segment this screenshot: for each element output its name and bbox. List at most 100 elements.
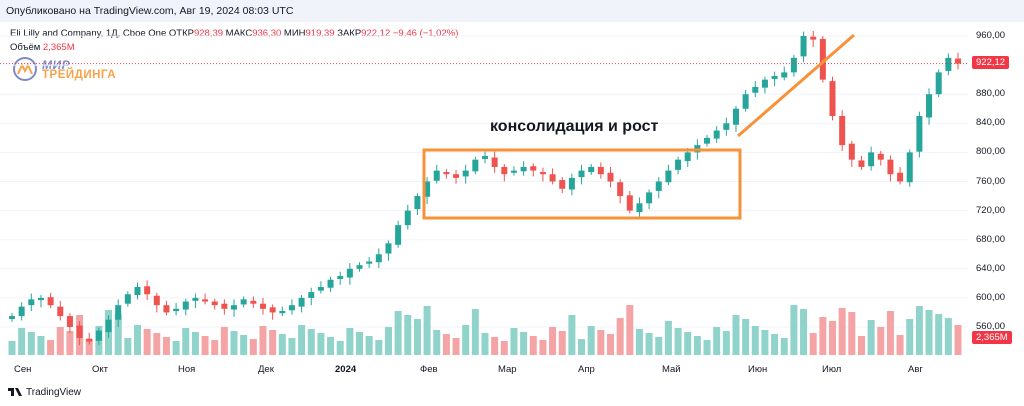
volume-bar [298, 325, 306, 355]
volume-bar [346, 328, 354, 355]
candle-body [57, 306, 64, 317]
volume-bar [645, 333, 653, 355]
candle-body [288, 305, 295, 311]
volume-bar [520, 332, 528, 355]
x-tick-label: Ноя [178, 364, 196, 375]
candle-body [559, 180, 566, 189]
volume-bar [771, 334, 779, 355]
candle-body [221, 303, 228, 309]
volume-bar [703, 340, 711, 355]
volume-bar [684, 332, 692, 355]
volume-bar [848, 312, 856, 355]
candle-body [472, 159, 479, 172]
brand-logo-icon [13, 57, 37, 81]
candle-body [366, 261, 373, 264]
volume-bar [829, 321, 837, 355]
volume-bar [510, 328, 518, 355]
volume-bar [47, 340, 55, 355]
volume-bar [568, 315, 576, 355]
candle-body [18, 306, 25, 317]
candle-body [848, 143, 855, 160]
candle-body [424, 181, 431, 197]
candle-body [491, 157, 498, 167]
volume-bar [664, 321, 672, 355]
price-chart[interactable] [0, 22, 968, 362]
candle-body [829, 81, 836, 117]
volume-bar [182, 328, 190, 355]
candle-body [231, 305, 238, 310]
candle-body [588, 166, 595, 173]
volume-bar [259, 326, 267, 355]
volume-bar [606, 334, 614, 355]
volume-bar [220, 327, 228, 355]
volume-bar [66, 331, 74, 355]
low-label: МИН [283, 28, 306, 39]
candle-body [385, 243, 392, 254]
candle-body [202, 299, 209, 302]
x-tick-label: Июн [748, 364, 768, 375]
candle-body [105, 319, 112, 333]
candle-body [790, 57, 797, 73]
volume-bar [356, 332, 364, 355]
candle-body [665, 170, 672, 183]
footer-text: TradingView [26, 387, 82, 398]
candle-body [356, 265, 363, 269]
volume-bar [693, 336, 701, 355]
volume-bar [578, 339, 586, 355]
volume-bar [674, 328, 682, 355]
candle-body [926, 94, 933, 118]
x-tick-label: Дек [258, 364, 274, 375]
volume-legend[interactable]: Объём 2,365M [10, 42, 75, 53]
volume-bar [742, 319, 750, 355]
volume-bar [404, 315, 412, 355]
price-axis[interactable]: 960,00920,00880,00840,00800,00760,00720,… [968, 22, 1024, 362]
candle-body [539, 172, 546, 175]
x-tick-label: Май [662, 364, 681, 375]
candle-body [510, 170, 517, 173]
volume-bar [935, 314, 943, 355]
volume-bar [143, 329, 151, 355]
volume-bar [327, 337, 335, 355]
volume-bar [529, 336, 537, 355]
volume-bar [471, 309, 479, 355]
volume-bar [124, 338, 132, 355]
x-tick-label: Авг [908, 364, 923, 375]
candle-body [346, 268, 353, 278]
volume-bar [597, 330, 605, 355]
volume-bar [906, 319, 914, 355]
symbol-legend[interactable]: Eli Lilly and Company, 1Д, Cboe One ОТКР… [10, 28, 458, 39]
candle-body [761, 79, 768, 88]
close-label: ЗАКР [337, 28, 362, 39]
candle-body [37, 297, 44, 301]
candle-body [28, 299, 35, 306]
y-tick-label: 760,00 [976, 175, 1006, 187]
volume-bar [655, 337, 663, 355]
volume-bar [384, 327, 392, 355]
candle-body [578, 170, 585, 178]
candle-body [742, 94, 749, 109]
x-tick-label: Фев [420, 364, 438, 375]
volume-bar [790, 305, 798, 355]
candle-body [192, 297, 199, 301]
candle-body [887, 159, 894, 175]
tradingview-logo-icon [8, 388, 22, 397]
volume-bar [626, 305, 634, 355]
candle-body [47, 297, 54, 306]
candle-body [819, 38, 826, 80]
candle-body [617, 182, 624, 197]
volume-bar [751, 326, 759, 355]
volume-bar [249, 339, 257, 355]
candle-body [800, 36, 807, 57]
candle-body [414, 196, 421, 210]
candle-body [839, 116, 846, 146]
x-tick-label: Апр [578, 364, 595, 375]
published-bar [0, 0, 1024, 22]
high-label: МАКС [225, 28, 253, 39]
volume-bar [201, 336, 209, 355]
y-tick-label: 800,00 [976, 146, 1006, 158]
candle-body [115, 305, 122, 320]
candle-body [877, 153, 884, 160]
volume-bar [944, 318, 952, 355]
volume-bar [394, 311, 402, 355]
volume-bar [838, 308, 846, 355]
